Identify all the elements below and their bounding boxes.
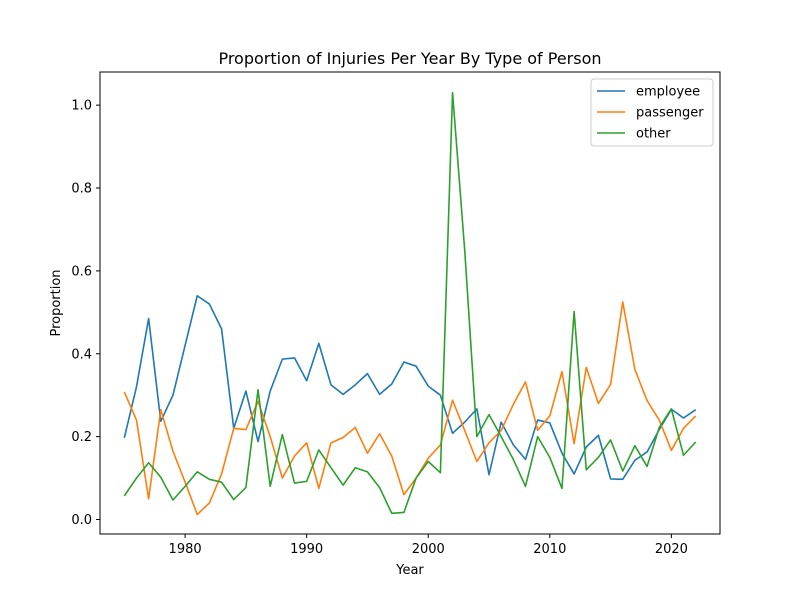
x-axis: 1980 1990 2000 2010 2020 — [169, 534, 688, 557]
legend-box — [590, 78, 714, 147]
series-line-employee — [123, 294, 697, 481]
y-axis-title: Proportion — [49, 269, 64, 336]
plot-lines — [123, 91, 697, 516]
chart-title: Proportion of Injuries Per Year By Type … — [218, 49, 601, 68]
y-tick-label: 0.0 — [71, 513, 92, 528]
series-line-other — [123, 91, 697, 515]
y-tick-label: 1.0 — [71, 99, 92, 114]
y-tick-label: 0.4 — [71, 347, 92, 362]
x-tick-label: 2010 — [533, 542, 566, 557]
y-axis: 0.0 0.2 0.4 0.6 0.8 1.0 — [71, 99, 100, 528]
x-tick-label: 1980 — [169, 542, 202, 557]
y-tick-label: 0.6 — [71, 264, 92, 279]
y-tick-label: 0.8 — [71, 182, 92, 197]
series-line-passenger — [123, 301, 697, 516]
x-tick-label: 2000 — [412, 542, 445, 557]
x-tick-label: 2020 — [655, 542, 688, 557]
legend-label-passenger: passenger — [636, 106, 704, 121]
plot-frame — [99, 71, 721, 535]
legend-label-other: other — [636, 127, 671, 142]
x-tick-label: 1990 — [290, 542, 323, 557]
y-tick-label: 0.2 — [71, 430, 92, 445]
legend-label-employee: employee — [636, 85, 700, 100]
x-axis-title: Year — [395, 563, 424, 578]
legend: employee passenger other — [590, 78, 714, 147]
